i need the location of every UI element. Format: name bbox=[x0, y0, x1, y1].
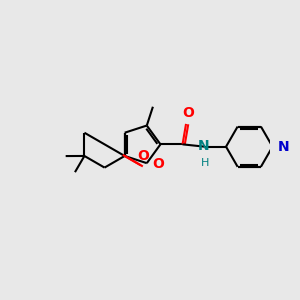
Text: O: O bbox=[137, 149, 149, 163]
Text: H: H bbox=[201, 158, 210, 168]
Text: N: N bbox=[278, 140, 290, 154]
Text: N: N bbox=[198, 139, 210, 153]
Text: O: O bbox=[182, 106, 194, 120]
Text: O: O bbox=[153, 158, 164, 172]
